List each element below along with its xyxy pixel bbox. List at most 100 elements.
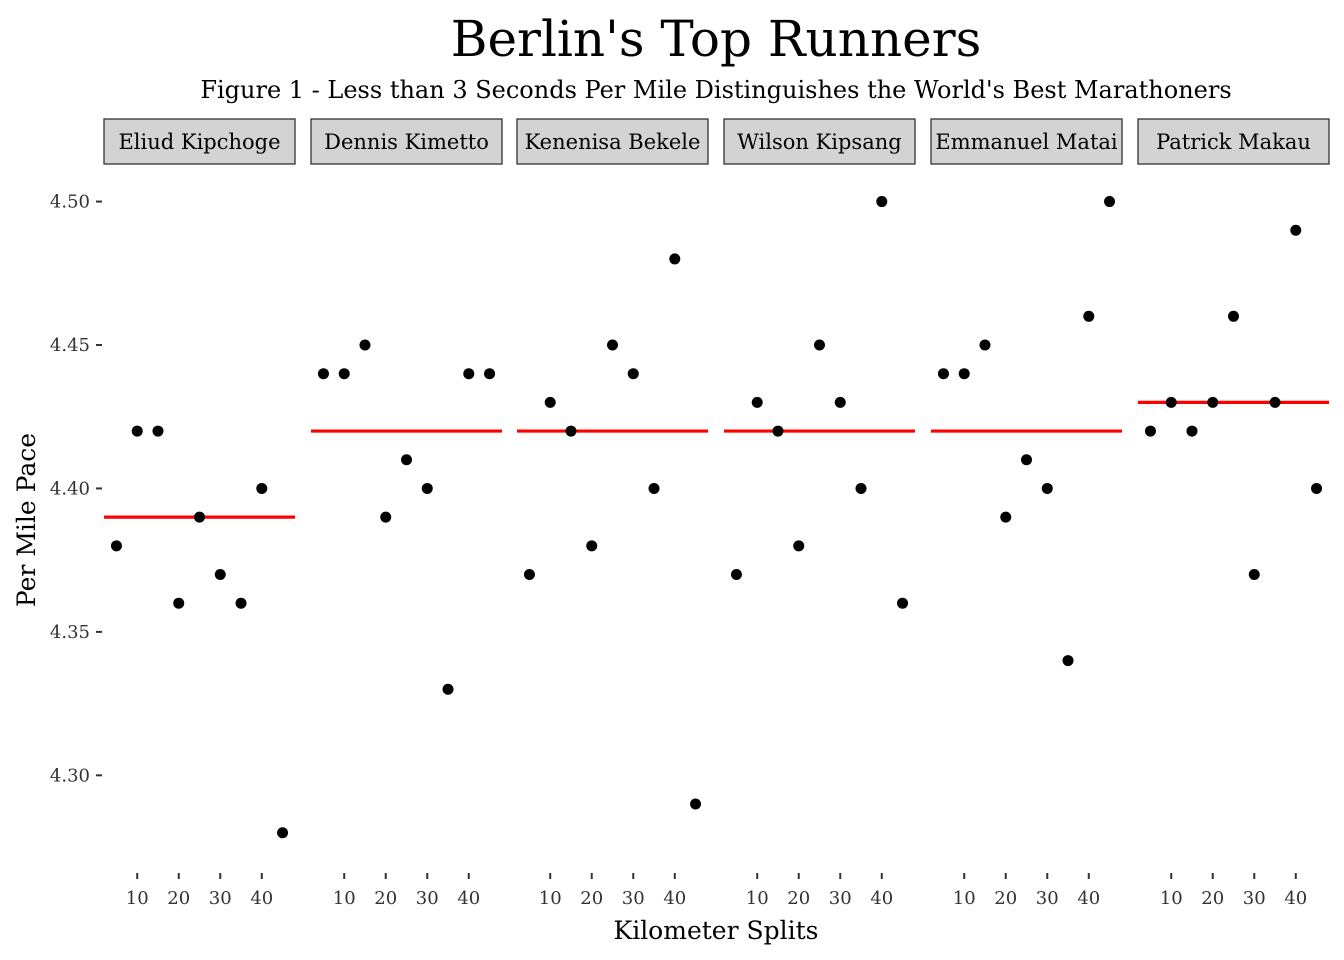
split-point [834,396,846,408]
split-point [793,540,805,552]
split-point [1083,310,1095,322]
split-point [772,425,784,437]
split-point [421,482,433,494]
split-point [979,339,991,351]
facet-strip [723,118,916,165]
y-tick-label: 4.50 [50,192,90,213]
x-tick-label: 30 [209,888,232,909]
y-axis: 4.30 4.35 4.40 4.45 4.50 [50,192,102,786]
x-tick-label: 30 [829,888,852,909]
x-tick-label: 40 [870,888,893,909]
facet-strip [310,118,503,165]
x-tick-label: 20 [580,888,603,909]
facet-strip-label: Wilson Kipsang [737,130,901,154]
split-point [152,425,164,437]
facet-strip-label: Eliud Kipchoge [118,130,280,154]
facet-strip [516,118,709,165]
x-tick-label: 10 [746,888,769,909]
split-point [730,569,742,581]
x-tick-label: 30 [1243,888,1266,909]
y-tick-label: 4.35 [50,622,90,643]
facet-strip-label: Emmanuel Matai [935,130,1118,154]
facet-strip-label: Kenenisa Bekele [525,130,701,154]
split-point [194,511,205,523]
split-point [1000,511,1012,523]
split-point [1248,569,1260,581]
facet-panel: Patrick Makau 10 20 30 40 [1137,118,1330,909]
x-tick-label: 40 [663,888,686,909]
facet-panels: Eliud Kipchoge 10 20 30 40 Dennis Kimetto 10 20… [103,118,1330,909]
split-point [565,425,577,437]
split-point [317,368,329,380]
split-point [401,454,412,466]
x-tick-label: 20 [787,888,810,909]
split-point [463,368,475,380]
split-point [690,798,702,810]
x-tick-label: 30 [416,888,439,909]
facet-panel: Emmanuel Matai 10 20 30 40 [930,118,1123,909]
split-point [544,396,556,408]
split-point [1062,655,1074,667]
x-tick-label: 10 [333,888,356,909]
split-point [277,827,289,839]
x-tick-label: 20 [994,888,1017,909]
split-point [586,540,598,552]
y-tick-label: 4.40 [50,478,90,499]
split-point [1269,396,1281,408]
split-point [1290,224,1302,236]
facet-strip-label: Dennis Kimetto [324,130,489,154]
split-point [442,683,454,695]
split-point [173,597,185,609]
split-point [627,368,639,380]
x-tick-label: 40 [457,888,480,909]
split-point [648,482,660,494]
split-point [131,425,143,437]
split-point [855,482,867,494]
facet-panel: Eliud Kipchoge 10 20 30 40 [103,118,296,909]
facet-panel: Wilson Kipsang 10 20 30 40 [723,118,916,909]
split-point [897,597,909,609]
split-point [669,253,681,265]
chart-subtitle: Figure 1 - Less than 3 Seconds Per Mile … [200,76,1231,104]
x-tick-label: 40 [250,888,273,909]
split-point [338,368,350,380]
split-point [1144,425,1156,437]
split-point [958,368,970,380]
split-point [484,368,496,380]
facet-strip-label: Patrick Makau [1156,130,1311,154]
split-point [751,396,763,408]
x-tick-label: 40 [1077,888,1100,909]
x-tick-label: 40 [1284,888,1307,909]
x-tick-label: 10 [953,888,976,909]
x-tick-label: 10 [126,888,149,909]
x-axis-title: Kilometer Splits [614,916,819,945]
split-point [937,368,949,380]
split-point [380,511,392,523]
chart-title: Berlin's Top Runners [451,10,982,68]
facet-strip [930,118,1123,165]
split-point [214,569,226,581]
x-tick-label: 30 [622,888,645,909]
split-point [1311,482,1323,494]
facet-strip [1137,118,1330,165]
x-tick-label: 10 [1160,888,1183,909]
split-point [1207,396,1219,408]
facet-panel: Kenenisa Bekele 10 20 30 40 [516,118,709,909]
split-point [1021,454,1032,466]
x-tick-label: 20 [1201,888,1224,909]
split-point [1104,196,1116,208]
split-point [876,196,888,208]
x-tick-label: 10 [539,888,562,909]
split-point [1228,310,1239,322]
facet-strip [103,118,296,165]
y-tick-label: 4.45 [50,335,90,356]
x-tick-label: 20 [374,888,397,909]
split-point [1041,482,1053,494]
split-point [256,482,268,494]
split-point [1186,425,1198,437]
y-axis-title: Per Mile Pace [12,433,41,607]
split-point [607,339,618,351]
split-point [235,597,247,609]
split-point [523,569,535,581]
